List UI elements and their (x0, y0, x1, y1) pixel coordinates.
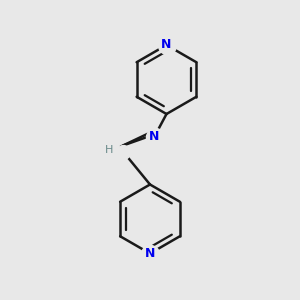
Text: N: N (149, 130, 160, 143)
Text: N: N (145, 247, 155, 260)
Text: H: H (105, 145, 113, 155)
Text: N: N (161, 38, 172, 52)
